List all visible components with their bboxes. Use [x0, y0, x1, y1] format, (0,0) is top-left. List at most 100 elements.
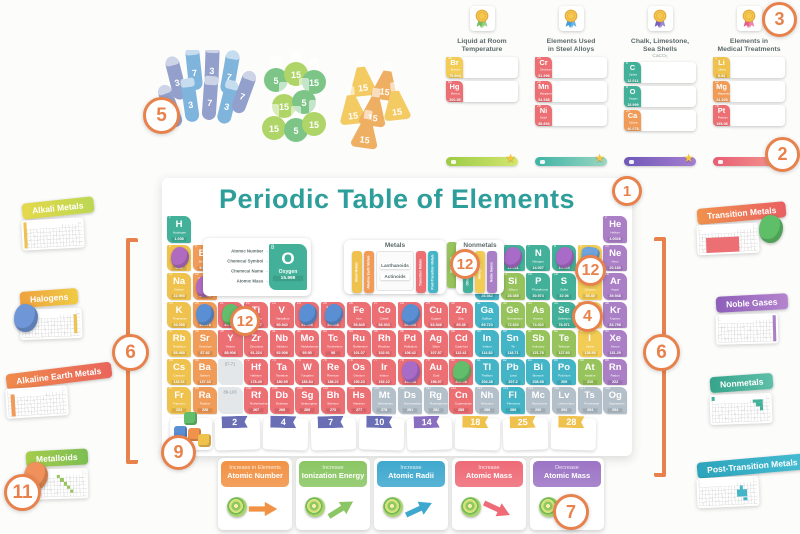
element-name: Bismuth — [532, 374, 544, 377]
trend-banner-header: Increase Atomic Radii — [377, 461, 445, 487]
atomic-mass: 210 — [582, 379, 598, 385]
mini-highlight — [73, 313, 78, 333]
element-name: Nihonium — [480, 402, 494, 406]
element-symbol: Fr — [174, 390, 184, 401]
atomic-number: 74 — [297, 358, 301, 362]
category-label-card: Transition Metals — [696, 201, 797, 256]
element-symbol: Mc — [531, 390, 545, 401]
element-symbol: Cr — [302, 304, 313, 316]
callout-number-12: 12 — [575, 255, 606, 286]
mini-highlight — [70, 489, 74, 493]
element-name: Tantalum — [275, 374, 288, 377]
medal-chip — [647, 6, 673, 31]
element-tile: 105 Db Dubnium 268 — [269, 387, 294, 414]
element-symbol: Ts — [584, 390, 595, 401]
medal-icon — [475, 9, 489, 28]
flashcard-title: Elements in Medical Treatments — [717, 38, 781, 53]
element-symbol: Re — [326, 361, 340, 373]
element-symbol: Xe — [609, 333, 622, 344]
mini-periodic-table — [715, 313, 779, 345]
atomic-number: 110 — [399, 387, 406, 391]
element-symbol: Cs — [173, 361, 186, 373]
atomic-number: 21 — [220, 301, 224, 305]
answer-slot — [550, 57, 607, 78]
legend-example-tile: 8 O Oxygen 15.999 — [269, 244, 307, 290]
atomic-number: 82 — [502, 358, 507, 362]
element-name: Oganesson — [609, 402, 625, 406]
callout-number-5: 5 — [143, 97, 180, 134]
element-symbol: Ba — [198, 361, 211, 373]
trend-banner-header: Decrease Atomic Mass — [533, 461, 601, 487]
atomic-mass: 226 — [197, 408, 213, 413]
star-icon: ★ — [594, 151, 605, 165]
element-name: Barium — [199, 374, 210, 377]
atom-ball-icon — [383, 497, 403, 517]
trend-banner-card: Increase Atomic Radii — [374, 458, 448, 530]
element-tile: 25 Mn Manganese 54.938 — [320, 301, 346, 328]
element-name: Vanadium — [275, 317, 289, 320]
element-name: Hydrogen — [173, 231, 187, 235]
flashcard-title: Liquid at Room Temperature — [457, 38, 507, 53]
atomic-number: 79 — [425, 358, 430, 362]
periodic-table-poster: Periodic Table of Elements 1 H Hydrogen 1.0… — [162, 178, 632, 456]
test-tube-piece: 3 — [164, 55, 187, 100]
svg-text:7: 7 — [226, 72, 233, 83]
svg-text:15: 15 — [291, 70, 301, 80]
atomic-mass: 40.078 — [197, 322, 213, 328]
atomic-number: 3 — [715, 57, 717, 61]
atomic-mass: 22.990 — [171, 294, 187, 299]
atomic-mass: 132.91 — [171, 379, 187, 385]
atomic-mass: 14.007 — [530, 265, 546, 271]
element-name: Carbon — [628, 73, 638, 77]
erlenmeyer-flask-piece: 15 — [350, 57, 377, 97]
atomic-mass: 294 — [582, 408, 598, 413]
element-symbol: K — [175, 304, 183, 316]
element-name: Zinc — [458, 317, 465, 320]
element-symbol: Na — [173, 276, 186, 287]
flashcard-element-row: 78 Pt Platinum 195.08 — [713, 105, 785, 126]
atomic-mass: 92.906 — [274, 351, 290, 356]
atomic-number: 2 — [605, 216, 607, 220]
atomic-mass: 127.60 — [556, 351, 572, 356]
atomic-number: 15 — [528, 273, 532, 277]
element-symbol: Cr — [539, 58, 548, 67]
atomic-number: 106 — [297, 387, 303, 391]
flashcard-element-row: 8 O Oxygen 15.999 — [624, 86, 696, 107]
trend-arrow-icon — [482, 500, 510, 517]
element-name: Selenium — [557, 317, 571, 320]
actinoids-label: Actinoids — [380, 273, 410, 280]
atomic-number: 81 — [476, 358, 481, 362]
medal-chip — [558, 6, 584, 31]
element-name: Darmstadtium — [403, 402, 423, 406]
callout-number-7: 7 — [553, 494, 589, 530]
element-name: Livermorium — [557, 402, 575, 406]
svg-text:15: 15 — [348, 110, 359, 121]
element-name: Tin — [510, 345, 515, 349]
callout-number-2: 2 — [765, 137, 800, 172]
trend-banner-body — [377, 487, 445, 525]
element-tile: 15 P Phosphorus 30.974 — [526, 273, 551, 300]
element-tile: 52 Te Tellurium 127.60 — [551, 330, 577, 357]
atomic-number: 118 — [605, 387, 611, 391]
element-tile: 72 Hf Hafnium 178.49 — [243, 358, 269, 385]
erlenmeyer-flask-piece: 15 — [384, 81, 411, 121]
category-label-card: Noble Gases — [715, 293, 800, 345]
erlenmeyer-flask-piece: 15 — [351, 109, 378, 150]
element-symbol: S — [560, 276, 568, 287]
element-tile: 7 N Nitrogen 14.007 — [526, 244, 551, 271]
atomic-mass: 118.71 — [505, 351, 521, 356]
atomic-mass: 102.91 — [376, 351, 392, 356]
legend-chemical-symbol-label: Chemical Symbol — [224, 258, 269, 265]
element-symbol: Li — [174, 247, 184, 259]
metals-key-body: Lanthanoids Actinoids Alkali Metals Alkal… — [344, 249, 446, 293]
element-name: Sulfur — [560, 288, 568, 292]
element-symbol: Pd — [403, 333, 417, 344]
flashcard-subtitle: CaCO₃ — [652, 53, 668, 59]
element-symbol: Ne — [609, 247, 622, 259]
element-tile: 73 Ta Tantalum 180.95 — [269, 358, 294, 385]
atomic-mass: 91.224 — [248, 351, 264, 356]
answer-slot — [728, 81, 785, 102]
atomic-number: 117 — [579, 387, 585, 391]
